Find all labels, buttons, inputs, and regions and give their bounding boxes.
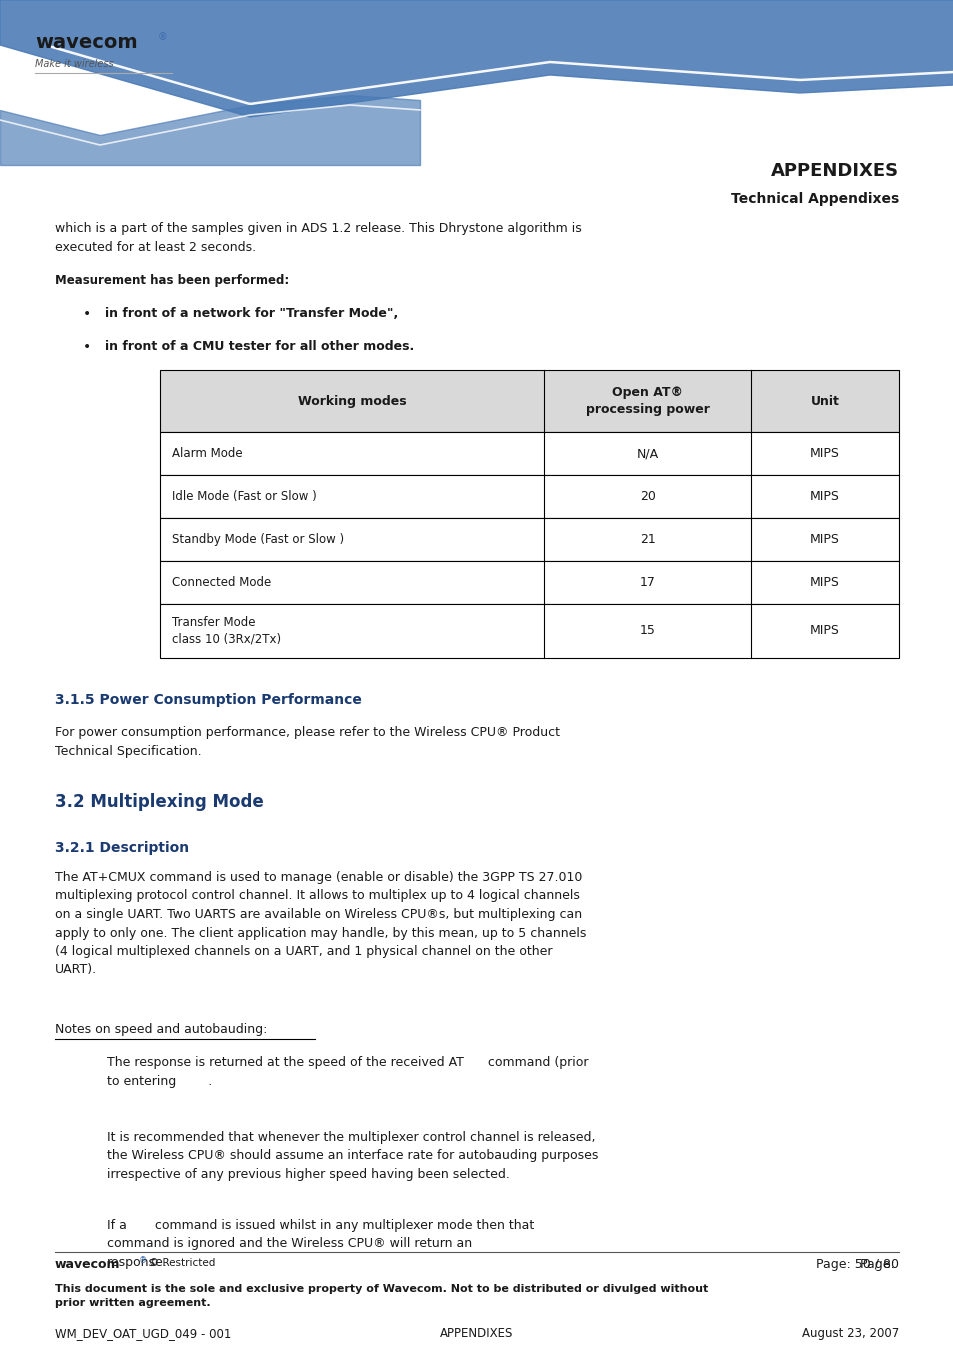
Text: •: • — [83, 306, 91, 321]
Text: ®: ® — [139, 1256, 147, 1265]
Bar — [160, 603, 898, 657]
Text: MIPS: MIPS — [809, 447, 840, 460]
Text: ®: ® — [158, 32, 168, 42]
Text: The AT+CMUX command is used to manage (enable or disable) the 3GPP TS 27.010
mul: The AT+CMUX command is used to manage (e… — [55, 871, 586, 976]
Text: For power consumption performance, please refer to the Wireless CPU® Product
Tec: For power consumption performance, pleas… — [55, 726, 559, 757]
Text: 20: 20 — [639, 490, 655, 504]
Text: 3.2 Multiplexing Mode: 3.2 Multiplexing Mode — [55, 792, 263, 811]
Text: Notes on speed and autobauding:: Notes on speed and autobauding: — [55, 1023, 267, 1035]
Text: MIPS: MIPS — [809, 490, 840, 504]
Text: It is recommended that whenever the multiplexer control channel is released,
the: It is recommended that whenever the mult… — [107, 1131, 598, 1181]
Bar — [160, 562, 898, 603]
Text: in front of a network for "Transfer Mode",: in front of a network for "Transfer Mode… — [105, 306, 397, 320]
Text: Open AT®
processing power: Open AT® processing power — [585, 386, 709, 416]
Text: Connected Mode: Connected Mode — [172, 576, 271, 589]
Text: If a       command is issued whilst in any multiplexer mode then that
command is: If a command is issued whilst in any mul… — [107, 1219, 534, 1269]
Text: 21: 21 — [639, 533, 655, 545]
Text: The response is returned at the speed of the received AT      command (prior
to : The response is returned at the speed of… — [107, 1056, 588, 1088]
Text: Standby Mode (Fast or Slow ): Standby Mode (Fast or Slow ) — [172, 533, 344, 545]
Text: Working modes: Working modes — [297, 394, 406, 408]
Text: wavecom: wavecom — [55, 1258, 120, 1270]
Text: This document is the sole and exclusive property of Wavecom. Not to be distribut: This document is the sole and exclusive … — [55, 1284, 707, 1308]
Bar — [160, 518, 898, 562]
Text: Technical Appendixes: Technical Appendixes — [730, 192, 898, 207]
Text: Unit: Unit — [810, 394, 839, 408]
Text: APPENDIXES: APPENDIXES — [440, 1327, 513, 1341]
Text: •: • — [83, 340, 91, 354]
Text: wavecom: wavecom — [35, 32, 137, 53]
Text: APPENDIXES: APPENDIXES — [770, 162, 898, 180]
Text: Alarm Mode: Alarm Mode — [172, 447, 242, 460]
Text: 3.1.5 Power Consumption Performance: 3.1.5 Power Consumption Performance — [55, 693, 361, 707]
Bar — [160, 432, 898, 475]
Text: 17: 17 — [639, 576, 655, 589]
Text: Measurement has been performed:: Measurement has been performed: — [55, 274, 289, 288]
Text: WM_DEV_OAT_UGD_049 - 001: WM_DEV_OAT_UGD_049 - 001 — [55, 1327, 232, 1341]
Text: Transfer Mode
class 10 (3Rx/2Tx): Transfer Mode class 10 (3Rx/2Tx) — [172, 616, 281, 647]
Text: Idle Mode (Fast or Slow ): Idle Mode (Fast or Slow ) — [172, 490, 316, 504]
Bar — [160, 370, 898, 432]
Text: MIPS: MIPS — [809, 625, 840, 637]
Bar — [160, 475, 898, 518]
Text: N/A: N/A — [636, 447, 659, 460]
Text: Make it wireless: Make it wireless — [35, 59, 113, 69]
Text: 15: 15 — [639, 625, 655, 637]
Text: August 23, 2007: August 23, 2007 — [801, 1327, 898, 1341]
Text: Page: 50 / 80: Page: 50 / 80 — [815, 1258, 898, 1270]
Text: Page:: Page: — [860, 1258, 898, 1270]
Text: MIPS: MIPS — [809, 533, 840, 545]
Text: 3.2.1 Description: 3.2.1 Description — [55, 841, 189, 855]
Text: © Restricted: © Restricted — [149, 1258, 215, 1268]
Text: MIPS: MIPS — [809, 576, 840, 589]
Text: in front of a CMU tester for all other modes.: in front of a CMU tester for all other m… — [105, 340, 414, 352]
Text: which is a part of the samples given in ADS 1.2 release. This Dhrystone algorith: which is a part of the samples given in … — [55, 221, 581, 254]
